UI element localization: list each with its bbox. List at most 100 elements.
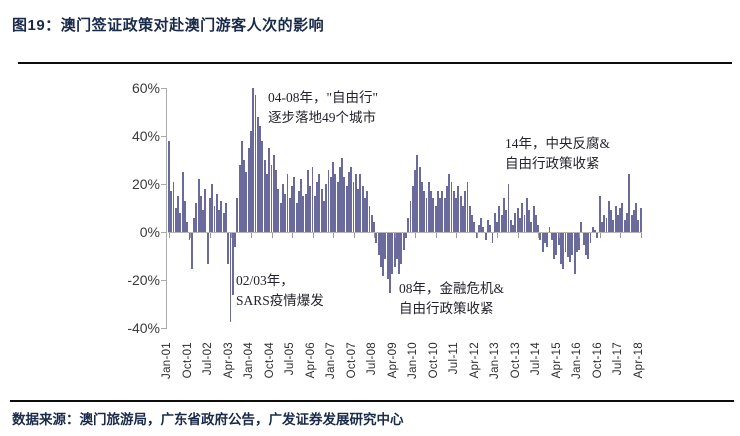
bar — [254, 95, 257, 232]
bar — [626, 212, 628, 232]
x-axis-tick-label: Oct-16 — [591, 342, 604, 379]
x-axis-tick-label: Jan-13 — [489, 342, 502, 379]
bar — [541, 233, 544, 253]
bar — [482, 227, 485, 232]
x-axis-tick — [292, 233, 294, 238]
x-axis-tick-label: Jul-02 — [202, 342, 214, 376]
bar — [605, 217, 608, 232]
x-axis-tick — [538, 233, 540, 238]
x-axis-tick-label: Jan-07 — [325, 342, 338, 379]
bar — [177, 196, 179, 232]
bar — [204, 188, 207, 232]
x-axis-tick — [169, 233, 170, 238]
bar — [466, 181, 469, 232]
bar — [473, 222, 476, 232]
bar — [505, 210, 508, 232]
y-axis-tick-label: -20% — [127, 272, 160, 288]
x-axis-tick — [599, 233, 601, 238]
bar — [532, 205, 535, 232]
x-axis-tick-label: Oct-04 — [263, 342, 276, 379]
bar — [496, 222, 499, 232]
x-axis-tick — [558, 233, 560, 238]
x-axis-tick — [415, 233, 417, 238]
bar — [275, 169, 277, 232]
bar — [259, 126, 262, 232]
x-axis-tick — [517, 233, 519, 238]
bar — [468, 205, 471, 232]
bar — [439, 198, 442, 232]
x-axis-tick — [435, 233, 437, 238]
bar — [598, 196, 601, 232]
bar — [304, 193, 307, 232]
bar — [252, 88, 255, 232]
bar — [544, 233, 546, 243]
x-axis-tick-label: Jan-01 — [161, 342, 173, 379]
bar — [368, 205, 371, 232]
bar — [313, 196, 316, 232]
bar — [291, 186, 293, 232]
y-axis-tick — [161, 328, 166, 329]
bar — [332, 162, 334, 232]
bar — [546, 233, 549, 248]
annotation-financial-crisis: 08年，金融危机& 自由行政策收紧 — [399, 279, 504, 319]
x-axis-tick-label: Apr-06 — [304, 342, 317, 379]
bar — [279, 203, 282, 232]
y-axis-tick — [161, 88, 166, 89]
x-axis-tick — [579, 233, 581, 238]
bar — [580, 222, 583, 232]
annotation-anti-corruption: 14年，中央反腐& 自由行政策收紧 — [505, 134, 610, 174]
bar — [589, 233, 592, 243]
bar — [498, 205, 501, 232]
annotation-line: SARS疫情爆发 — [236, 293, 324, 308]
bar — [363, 198, 366, 232]
bar — [616, 215, 619, 232]
bar — [571, 233, 574, 255]
x-axis-tick-label: Jan-10 — [407, 342, 420, 379]
bar — [213, 205, 216, 232]
bar — [297, 191, 300, 232]
x-axis-tick-label: Oct-01 — [181, 342, 194, 379]
bar — [459, 196, 462, 232]
bar — [550, 233, 553, 241]
bar — [197, 179, 200, 232]
bottom-divider — [10, 400, 734, 402]
bar — [325, 184, 328, 232]
bar — [179, 212, 182, 232]
bar — [302, 196, 305, 232]
x-axis-tick-label: Jan-16 — [571, 342, 584, 379]
bar — [316, 181, 319, 232]
bar — [377, 233, 380, 255]
bar — [639, 208, 642, 232]
bar — [487, 220, 489, 232]
x-axis-tick-label: Apr-03 — [222, 342, 235, 379]
bar — [345, 186, 348, 232]
bar — [238, 164, 241, 232]
bar — [632, 210, 635, 232]
y-axis-tick — [161, 280, 166, 281]
bar — [382, 233, 385, 277]
bar — [320, 188, 323, 232]
annotation-free-travel-rollout: 04-08年，"自由行" 逐步落地49个城市 — [268, 88, 378, 128]
bar — [539, 233, 542, 241]
x-axis-tick — [394, 233, 396, 238]
bar — [195, 203, 198, 232]
annotation-line: 14年，中央反腐& — [505, 136, 611, 151]
bar — [341, 157, 344, 232]
bar — [220, 200, 223, 232]
bar — [224, 203, 227, 232]
bar — [436, 191, 439, 232]
bar — [491, 233, 494, 243]
bar — [425, 198, 428, 232]
bar — [400, 233, 403, 265]
bar — [311, 167, 314, 232]
x-axis-tick-label: Jul-11 — [448, 342, 461, 375]
top-divider — [18, 62, 732, 64]
bar — [569, 233, 571, 262]
bar — [596, 233, 599, 238]
bar — [471, 215, 473, 232]
bar — [446, 186, 448, 232]
bar — [630, 215, 633, 232]
x-axis-tick-label: Jul-14 — [530, 342, 543, 376]
bar — [186, 222, 189, 232]
